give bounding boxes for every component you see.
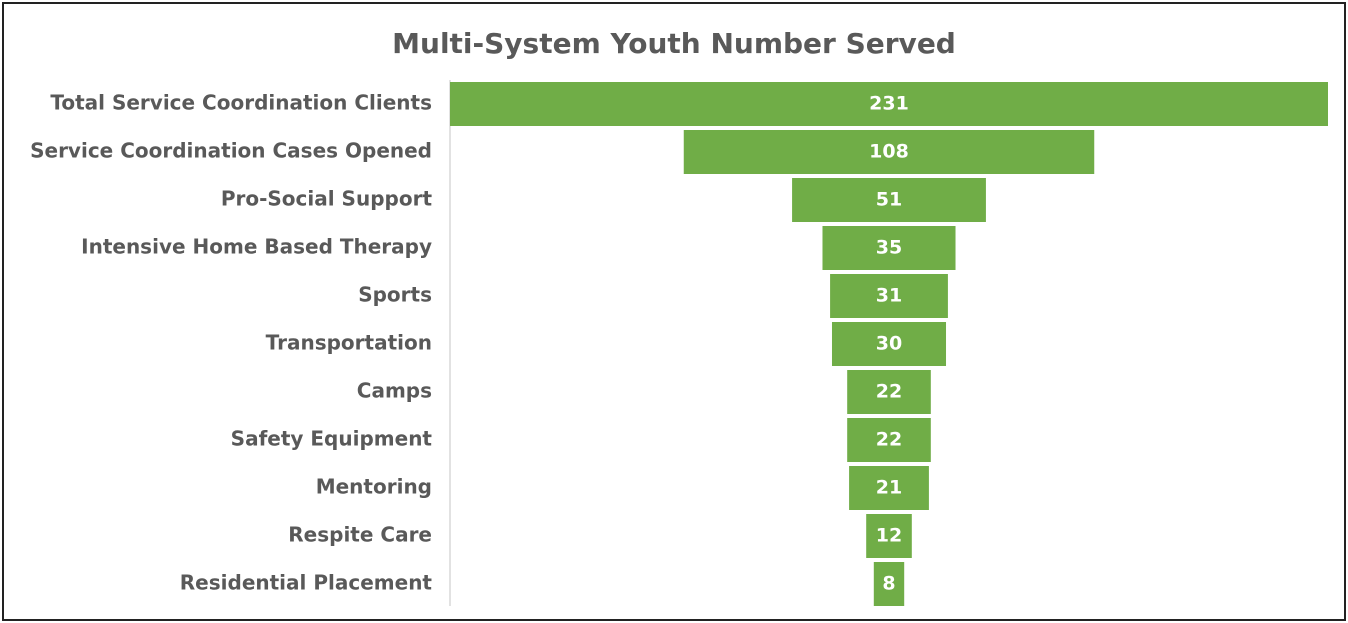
funnel-bar	[847, 418, 931, 462]
data-label: 35	[876, 237, 902, 259]
data-label: 51	[876, 189, 902, 211]
funnel-bar	[831, 322, 947, 366]
category-label: Sports	[358, 283, 432, 307]
category-label: Safety Equipment	[231, 427, 433, 451]
data-label: 22	[876, 429, 902, 451]
funnel-bar	[792, 178, 986, 222]
data-label: 12	[876, 525, 902, 547]
funnel-bar	[683, 130, 1095, 174]
funnel-bar	[873, 562, 905, 606]
category-label: Respite Care	[288, 523, 432, 547]
data-label: 8	[882, 573, 895, 595]
data-label: 31	[876, 285, 902, 307]
chart-title: Multi-System Youth Number Served	[392, 27, 956, 60]
category-label: Total Service Coordination Clients	[50, 91, 432, 115]
data-label: 231	[869, 93, 909, 115]
category-label: Service Coordination Cases Opened	[30, 139, 432, 163]
data-label: 108	[869, 141, 909, 163]
funnel-bar	[849, 466, 929, 510]
funnel-bar	[847, 370, 931, 414]
category-label: Transportation	[266, 331, 432, 355]
category-label: Intensive Home Based Therapy	[81, 235, 432, 259]
category-label: Pro-Social Support	[221, 187, 433, 211]
category-label: Residential Placement	[180, 571, 433, 595]
funnel-bar	[450, 82, 1328, 126]
funnel-bar	[822, 226, 956, 270]
data-label: 21	[876, 477, 902, 499]
funnel-bar	[830, 274, 948, 318]
data-label: 22	[876, 381, 902, 403]
data-label: 30	[876, 333, 902, 355]
funnel-bar	[866, 514, 912, 558]
category-label: Mentoring	[316, 475, 432, 499]
category-label: Camps	[357, 379, 432, 403]
